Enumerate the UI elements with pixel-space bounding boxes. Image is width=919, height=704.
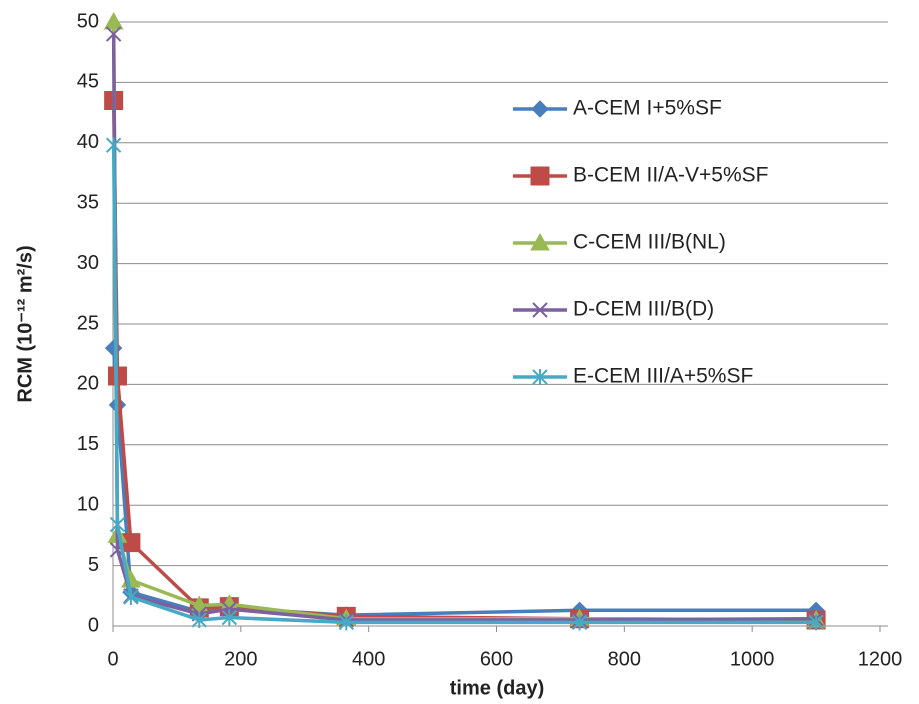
series-line xyxy=(111,145,817,625)
data-point xyxy=(808,614,824,631)
data-point xyxy=(338,614,355,631)
y-tick-label: 35 xyxy=(77,191,99,213)
x-tick-label: 0 xyxy=(107,648,118,670)
data-point xyxy=(103,11,124,30)
x-axis-title: time (day) xyxy=(450,677,544,699)
legend-marker xyxy=(531,100,549,118)
y-tick-label: 0 xyxy=(88,614,99,636)
y-tick-label: 20 xyxy=(77,373,99,395)
x-tick-label: 1000 xyxy=(730,648,775,670)
y-tick-label: 50 xyxy=(77,10,99,32)
legend-label: C-CEM III/B(NL) xyxy=(573,231,726,254)
data-point xyxy=(105,26,122,42)
legend-marker xyxy=(532,302,548,318)
legend-label: D-CEM III/B(D) xyxy=(573,298,714,321)
series-line xyxy=(111,34,817,622)
data-point xyxy=(191,611,207,628)
y-axis-title: RCM (10⁻¹² m²/s) xyxy=(14,245,36,402)
y-tick-label: 45 xyxy=(77,71,99,93)
x-tick-label: 600 xyxy=(480,648,513,670)
data-point xyxy=(105,137,122,154)
x-tick-label: 200 xyxy=(224,648,257,670)
data-point xyxy=(123,589,139,606)
data-point xyxy=(104,339,123,357)
x-tick-label: 800 xyxy=(608,648,641,670)
legend-label: E-CEM III/A+5%SF xyxy=(573,365,753,388)
y-tick-label: 25 xyxy=(77,312,99,334)
y-tick-label: 40 xyxy=(77,131,99,153)
y-tick-label: 30 xyxy=(77,252,99,274)
y-tick-label: 15 xyxy=(77,433,99,455)
legend-label: B-CEM II/A-V+5%SF xyxy=(573,164,768,187)
legend-label: A-CEM I+5%SF xyxy=(573,97,722,120)
data-point xyxy=(571,614,588,631)
y-tick-label: 5 xyxy=(88,554,99,576)
x-tick-label: 400 xyxy=(352,648,385,670)
series-line xyxy=(111,348,817,617)
data-point xyxy=(221,609,238,626)
data-point xyxy=(109,516,126,533)
x-tick-label: 1200 xyxy=(858,648,903,670)
legend-marker xyxy=(530,166,550,186)
y-tick-label: 10 xyxy=(77,493,99,515)
legend-marker xyxy=(532,369,548,385)
legend-marker xyxy=(530,232,550,251)
